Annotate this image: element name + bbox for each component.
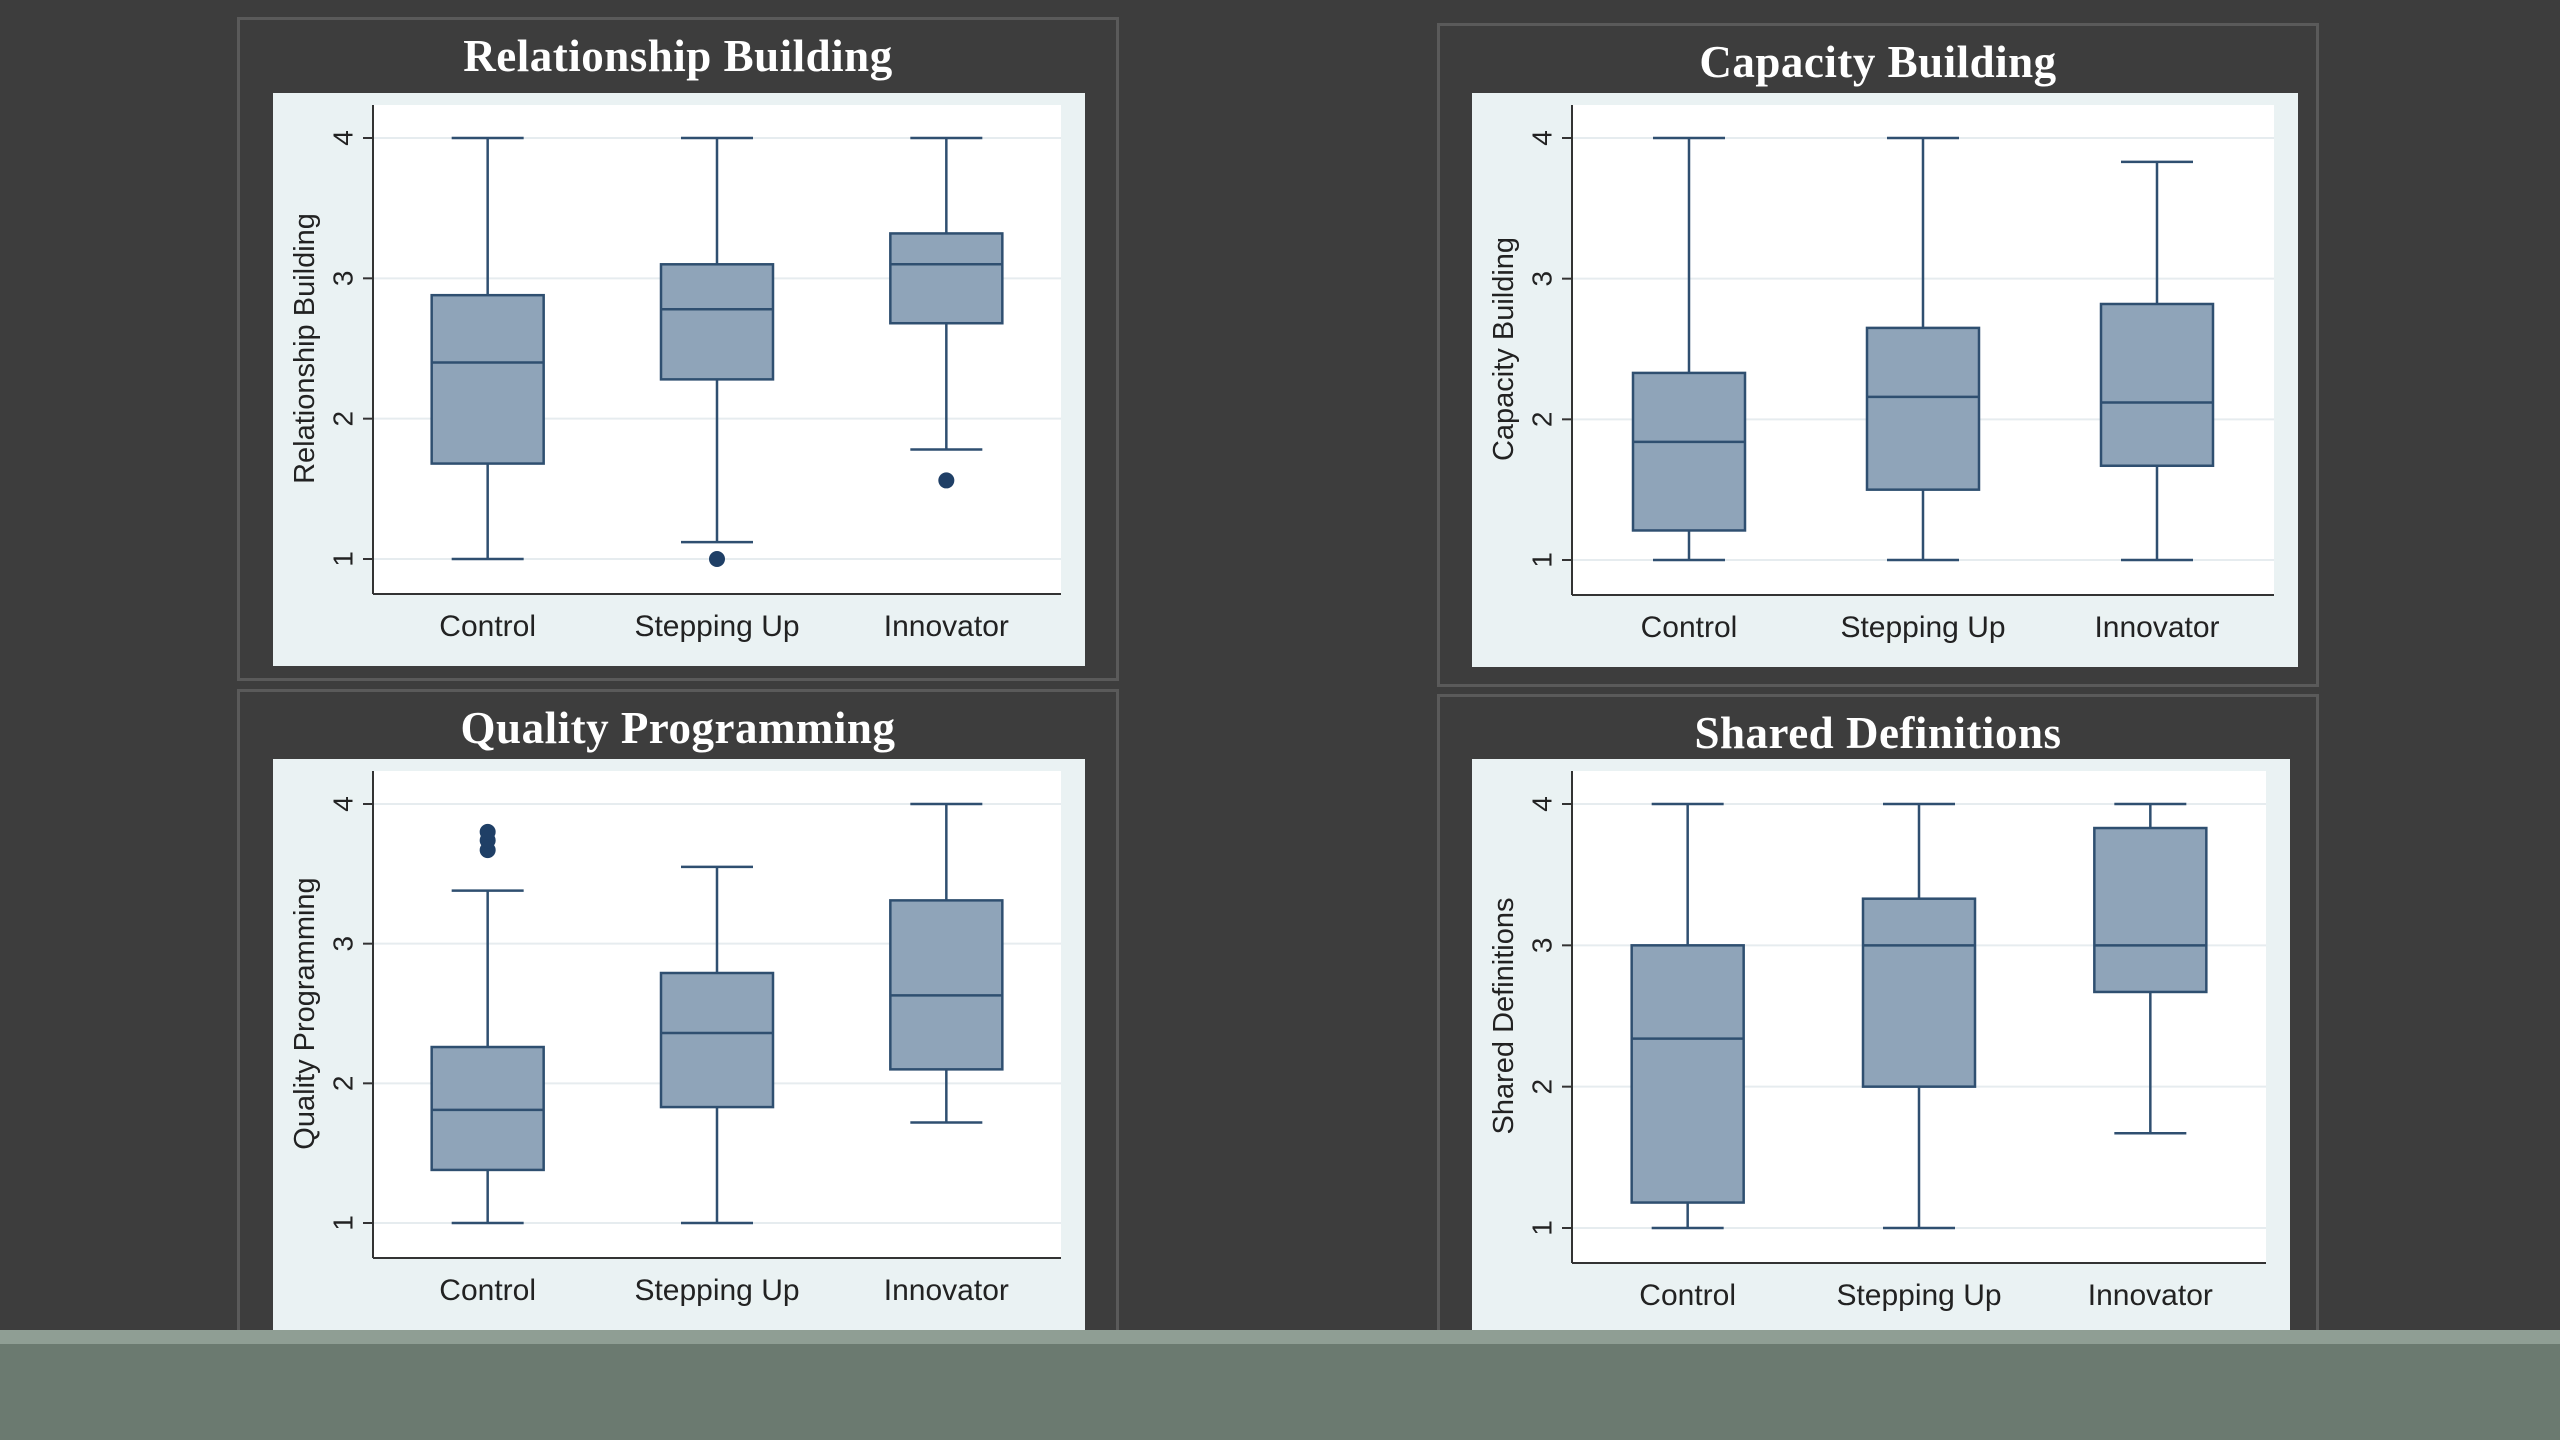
x-tick-label: Control <box>1639 1279 1736 1312</box>
plot-area: 1 2 3 4 Relationship Building Control Stepping… <box>273 93 1085 666</box>
x-tick-label: Innovator <box>2088 1279 2213 1312</box>
outlier-point <box>479 823 496 840</box>
x-tick-label: Innovator <box>2094 611 2219 644</box>
x-tick-label: Innovator <box>884 1274 1009 1307</box>
y-tick-label: 3 <box>328 936 359 952</box>
box <box>1630 944 1745 1204</box>
y-tick-label: 3 <box>1527 938 1558 954</box>
chart-title: Quality Programming <box>460 703 896 753</box>
box <box>1861 897 1977 1088</box>
x-tick-label: Control <box>439 610 536 643</box>
box <box>659 263 775 381</box>
box <box>430 1045 545 1172</box>
chart-title: Relationship Building <box>463 31 893 81</box>
plot-area: 1 2 3 4 Shared Definitions Control Stepping Up… <box>1472 759 2290 1335</box>
x-tick-label: Control <box>439 1274 536 1307</box>
plot-area: 1 2 3 4 Capacity Building Control Stepping Up I… <box>1472 93 2298 667</box>
box <box>2093 826 2208 994</box>
y-axis-label: Capacity Building <box>1488 237 1520 461</box>
y-tick-label: 2 <box>328 411 359 427</box>
y-axis-label: Relationship Building <box>289 213 321 484</box>
box <box>889 899 1004 1071</box>
box <box>1865 326 1981 491</box>
y-tick-label: 2 <box>1527 412 1558 428</box>
y-tick-label: 1 <box>328 1215 359 1231</box>
y-tick-label: 3 <box>328 271 359 287</box>
box <box>2099 302 2215 468</box>
chart-panel-shared-definitions: Shared Definitions 1 2 3 4 Shared Definition… <box>1437 694 2319 1349</box>
y-axis-label: Shared Definitions <box>1488 898 1520 1135</box>
plot-area: 1 2 3 4 Quality Programming Control Stepping U… <box>273 759 1085 1330</box>
box <box>889 232 1004 325</box>
boxplot-chart: 1 2 3 4 Capacity Building Control Stepping Up I… <box>1488 105 2274 644</box>
y-tick-label: 2 <box>1527 1079 1558 1095</box>
footer-bar <box>0 1330 2560 1440</box>
y-tick-label: 4 <box>328 796 359 812</box>
y-tick-label: 1 <box>328 551 359 567</box>
x-tick-label: Stepping Up <box>1840 611 2005 644</box>
box <box>430 293 545 465</box>
y-tick-label: 4 <box>328 130 359 146</box>
y-tick-label: 4 <box>1527 130 1558 146</box>
x-tick-label: Stepping Up <box>1836 1279 2001 1312</box>
boxplot-chart: 1 2 3 4 Quality Programming Control Stepping U… <box>289 771 1061 1307</box>
x-tick-label: Control <box>1641 611 1738 644</box>
boxplot-chart: 1 2 3 4 Shared Definitions Control Stepping Up… <box>1488 771 2266 1312</box>
y-axis-label: Quality Programming <box>289 877 321 1149</box>
y-tick-label: 4 <box>1527 796 1558 812</box>
x-tick-label: Innovator <box>884 610 1009 643</box>
chart-panel-capacity-building: Capacity Building 1 2 3 4 Capacity Building C… <box>1437 23 2319 687</box>
box <box>659 971 775 1109</box>
y-tick-label: 1 <box>1527 1220 1558 1236</box>
boxplot-chart: 1 2 3 4 Relationship Building Control Stepping… <box>289 105 1061 643</box>
y-tick-label: 2 <box>328 1076 359 1092</box>
y-tick-label: 3 <box>1527 271 1558 287</box>
outlier-point <box>938 472 955 489</box>
x-tick-label: Stepping Up <box>634 1274 799 1307</box>
box <box>1631 371 1747 532</box>
chart-title: Capacity Building <box>1699 37 2057 87</box>
outlier-point <box>709 551 725 567</box>
chart-panel-relationship-building: Relationship Building 1 2 3 4 Relationship B… <box>237 17 1119 681</box>
x-tick-label: Stepping Up <box>634 610 799 643</box>
chart-title: Shared Definitions <box>1694 708 2062 758</box>
y-tick-label: 1 <box>1527 552 1558 568</box>
chart-panel-quality-programming: Quality Programming 1 2 3 4 Quality Programm… <box>237 689 1119 1349</box>
